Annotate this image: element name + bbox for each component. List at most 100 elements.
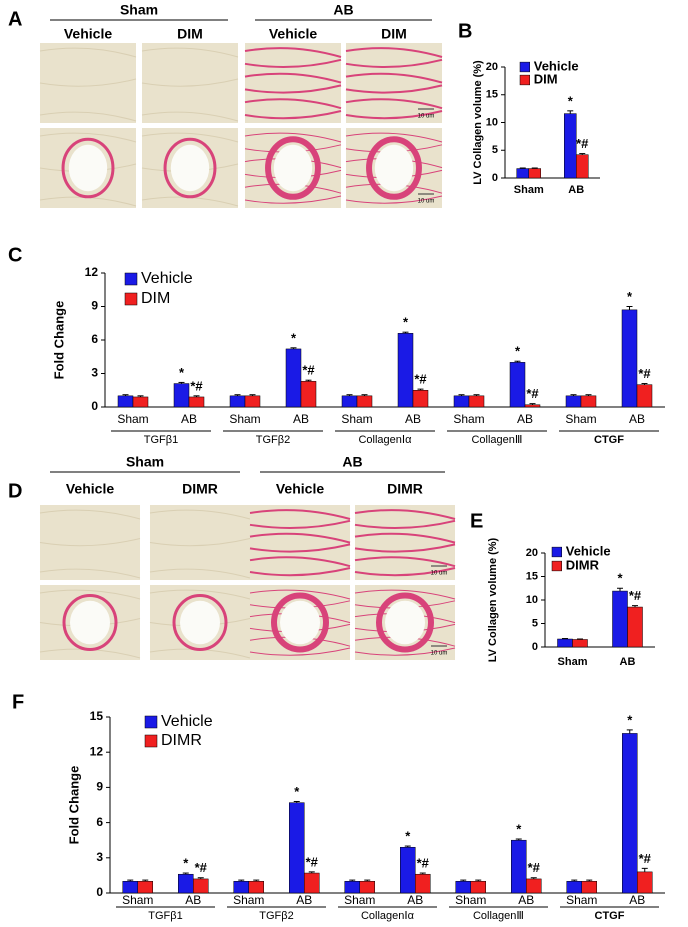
fiber — [354, 589, 456, 600]
x-tick-label: AB — [518, 893, 534, 907]
error-bar — [137, 395, 144, 397]
error-bar — [475, 879, 482, 882]
fiber — [249, 509, 351, 520]
error-bar — [290, 347, 297, 349]
x-tick-label: Sham — [233, 893, 264, 907]
y-tick-label: 3 — [91, 366, 98, 380]
x-tick-label: Sham — [455, 893, 486, 907]
scale-label: 10 um — [431, 571, 448, 577]
group-label: CollagenⅠα — [361, 910, 415, 922]
bar — [300, 381, 317, 408]
y-tick-label: 0 — [91, 399, 98, 413]
x-tick-label: AB — [568, 184, 584, 196]
error-bar — [193, 395, 200, 397]
vessel-wall — [172, 594, 228, 651]
significance-marker: *# — [302, 363, 315, 378]
significance-marker: * — [627, 712, 633, 727]
column-header: Vehicle — [269, 26, 317, 42]
legend-label: Vehicle — [566, 543, 611, 558]
fiber — [149, 509, 251, 520]
vessel-lumen — [273, 144, 313, 192]
column-header: Vehicle — [276, 481, 324, 497]
y-tick-label: 5 — [532, 617, 538, 629]
fiber — [345, 47, 443, 58]
bar — [289, 802, 305, 894]
bar — [341, 395, 358, 408]
y-tick-label: 15 — [486, 89, 498, 101]
x-tick-label: Sham — [558, 656, 588, 668]
y-tick-label: 9 — [96, 780, 103, 794]
vessel-lumen — [385, 600, 425, 645]
y-axis-label: LV Collagen volume (%) — [487, 537, 499, 662]
y-tick-label: 20 — [486, 61, 498, 73]
significance-marker: *# — [629, 588, 642, 603]
fiber — [345, 72, 443, 84]
column-header: DIMR — [182, 481, 218, 497]
fiber — [141, 78, 239, 87]
error-bar — [617, 587, 623, 592]
fiber — [141, 111, 239, 122]
micrograph — [250, 505, 350, 580]
fiber — [354, 647, 456, 656]
fiber — [354, 519, 456, 529]
error-bar — [346, 394, 353, 396]
micrograph — [40, 505, 140, 580]
vessel-wall — [61, 137, 115, 199]
bar — [188, 396, 205, 408]
error-bar — [641, 867, 648, 872]
x-tick-label: AB — [181, 412, 197, 426]
vessel-lumen — [180, 600, 220, 645]
column-header: Vehicle — [64, 26, 112, 42]
y-axis-label: LV Collagen volume (%) — [472, 60, 484, 185]
bar — [173, 383, 190, 408]
legend-swatch — [124, 272, 138, 286]
vessel-wall — [163, 137, 217, 199]
fiber — [354, 543, 456, 553]
error-bar — [531, 167, 538, 169]
fiber — [244, 98, 342, 110]
bar — [564, 113, 577, 179]
significance-marker: * — [183, 855, 189, 870]
bar — [356, 395, 373, 408]
error-bar — [305, 379, 312, 382]
x-tick-label: Sham — [229, 412, 260, 426]
bar — [580, 395, 597, 408]
x-tick-label: AB — [407, 893, 423, 907]
error-bar — [460, 879, 467, 882]
micrograph — [142, 43, 238, 123]
error-bar — [585, 394, 592, 396]
y-tick-label: 12 — [90, 744, 104, 758]
legend-label: DIM — [141, 290, 170, 307]
fiber — [249, 556, 351, 568]
error-bar — [515, 838, 522, 841]
significance-marker: *# — [306, 854, 319, 869]
error-bar — [458, 394, 465, 396]
error-bar — [579, 153, 586, 155]
error-bar — [349, 879, 356, 882]
bar — [468, 395, 485, 408]
significance-marker: *# — [638, 366, 651, 381]
scale-label: 10 um — [418, 114, 435, 120]
error-bar — [514, 360, 521, 363]
significance-marker: * — [403, 315, 409, 330]
bar — [359, 881, 375, 894]
bar — [511, 839, 527, 894]
vessel-lumen — [374, 144, 414, 192]
group-label: CollagenⅠα — [358, 434, 412, 446]
y-tick-label: 3 — [96, 850, 103, 864]
column-header: DIMR — [387, 481, 423, 497]
panel-letter: E — [470, 510, 483, 532]
fiber — [149, 589, 251, 600]
y-axis-label: Fold Change — [66, 766, 81, 845]
y-tick-label: 20 — [526, 547, 538, 559]
fiber — [39, 47, 137, 58]
x-tick-label: AB — [185, 893, 201, 907]
fiber — [39, 509, 141, 520]
bar — [285, 348, 302, 408]
fiber — [345, 195, 443, 204]
bar — [636, 384, 653, 408]
micrograph — [346, 43, 442, 123]
error-bar — [529, 403, 536, 405]
bar — [412, 390, 429, 408]
significance-marker: *# — [414, 372, 427, 387]
